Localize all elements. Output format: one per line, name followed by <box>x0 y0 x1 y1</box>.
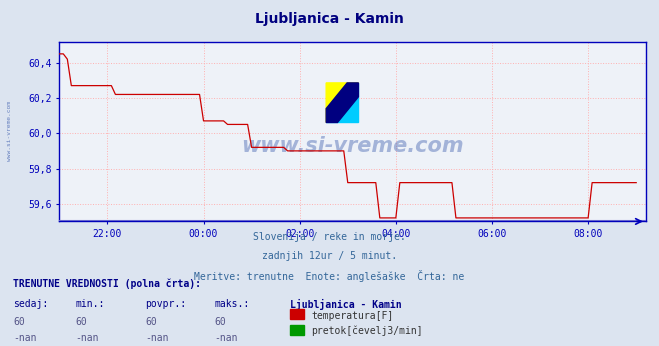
Text: 60: 60 <box>214 317 226 327</box>
Text: Slovenija / reke in morje.: Slovenija / reke in morje. <box>253 232 406 242</box>
Text: -nan: -nan <box>76 333 100 343</box>
Text: Meritve: trenutne  Enote: anglešaške  Črta: ne: Meritve: trenutne Enote: anglešaške Črta… <box>194 270 465 282</box>
Text: povpr.:: povpr.: <box>145 299 186 309</box>
Polygon shape <box>326 83 358 122</box>
Text: 60: 60 <box>13 317 25 327</box>
Polygon shape <box>326 83 358 122</box>
Text: www.si-vreme.com: www.si-vreme.com <box>7 101 12 162</box>
Text: -nan: -nan <box>13 333 37 343</box>
Text: zadnjih 12ur / 5 minut.: zadnjih 12ur / 5 minut. <box>262 251 397 261</box>
Text: TRENUTNE VREDNOSTI (polna črta):: TRENUTNE VREDNOSTI (polna črta): <box>13 279 201 289</box>
Text: sedaj:: sedaj: <box>13 299 48 309</box>
Text: -nan: -nan <box>214 333 238 343</box>
Text: min.:: min.: <box>76 299 105 309</box>
Text: 60: 60 <box>76 317 88 327</box>
Text: Ljubljanica - Kamin: Ljubljanica - Kamin <box>255 12 404 26</box>
Polygon shape <box>326 83 358 122</box>
Text: maks.:: maks.: <box>214 299 249 309</box>
Text: pretok[čevelj3/min]: pretok[čevelj3/min] <box>311 326 422 336</box>
Text: www.si-vreme.com: www.si-vreme.com <box>241 136 464 156</box>
Text: 60: 60 <box>145 317 157 327</box>
Text: Ljubljanica - Kamin: Ljubljanica - Kamin <box>290 299 401 310</box>
Text: -nan: -nan <box>145 333 169 343</box>
Text: temperatura[F]: temperatura[F] <box>311 311 393 320</box>
